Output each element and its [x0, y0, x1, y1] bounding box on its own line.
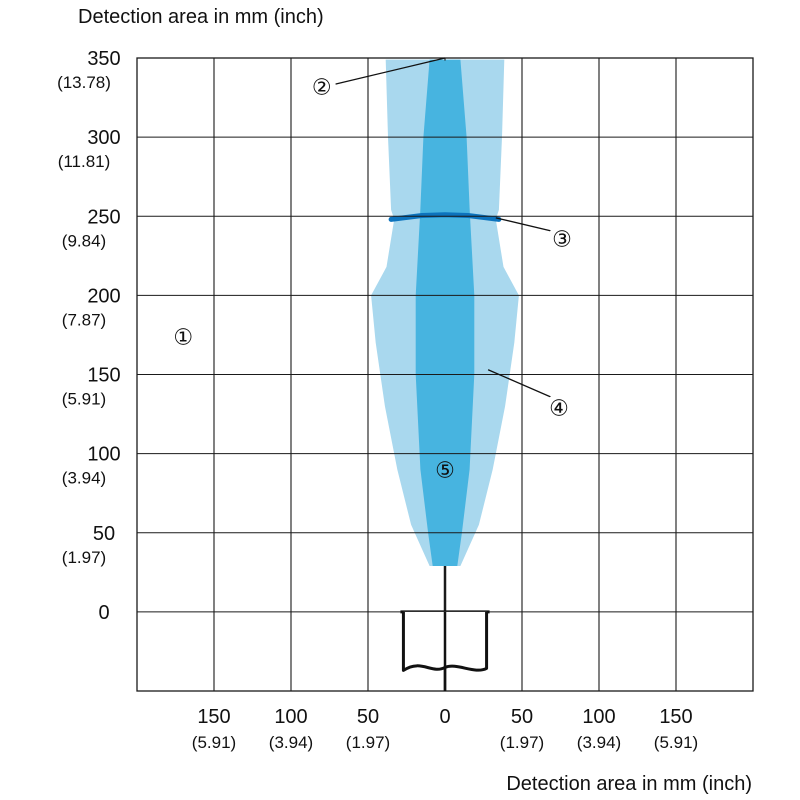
y-tick-inch-label: (13.78) — [57, 73, 111, 92]
y-tick-label: 0 — [98, 602, 109, 624]
y-tick-inch-label: (11.81) — [58, 152, 111, 171]
callout-backdrop — [307, 72, 336, 101]
x-tick-label: 150 — [659, 706, 692, 728]
y-tick-inch-label: (3.94) — [62, 469, 106, 488]
grid — [136, 57, 754, 692]
x-tick-label: 100 — [582, 706, 615, 728]
x-tick-inch-label: (5.91) — [192, 733, 236, 752]
x-tick-label: 50 — [511, 706, 533, 728]
y-tick-label: 50 — [93, 523, 115, 545]
detection-zones — [371, 59, 519, 566]
y-tick-label: 250 — [87, 206, 120, 228]
sensor-body — [400, 610, 490, 691]
y-tick-inch-label: (1.97) — [62, 548, 106, 567]
y-tick-label: 300 — [87, 127, 120, 149]
callout-number: ④ — [549, 397, 569, 422]
x-tick-inch-label: (1.97) — [346, 733, 390, 752]
callout-backdrop — [548, 224, 577, 253]
callout-leader-line — [333, 57, 446, 86]
y-axis-title: Detection area in mm (inch) — [78, 6, 324, 28]
x-tick-inch-label: (3.94) — [577, 733, 621, 752]
y-tick-inch-label: (7.87) — [62, 310, 106, 329]
x-tick-label: 0 — [439, 706, 450, 728]
callout-number: ② — [312, 75, 332, 100]
y-tick-labels: 350 (13.78) 300 (11.81) 250 (9.84) 200 (7.87) 15… — [57, 48, 121, 624]
x-axis-title: Detection area in mm (inch) — [506, 773, 752, 795]
callout-backdrop — [544, 393, 573, 422]
y-tick-label: 350 — [87, 48, 120, 70]
x-tick-inch-label: (3.94) — [269, 733, 313, 752]
inner-zone-area — [415, 59, 475, 566]
x-tick-inch-label: (1.97) — [500, 733, 544, 752]
x-tick-label: 100 — [274, 706, 307, 728]
y-tick-inch-label: (9.84) — [62, 231, 106, 250]
callout-number: ⑤ — [435, 458, 455, 483]
x-tick-inch-label: (5.91) — [654, 733, 698, 752]
x-tick-label: 150 — [197, 706, 230, 728]
callout-number: ③ — [552, 227, 572, 252]
y-tick-label: 150 — [87, 365, 120, 387]
y-tick-label: 200 — [87, 285, 120, 307]
y-tick-label: 100 — [87, 444, 120, 466]
callouts: ① ② ③ ④ ⑤ — [173, 57, 577, 483]
callout-number: ① — [173, 326, 193, 351]
x-tick-label: 50 — [357, 706, 379, 728]
y-tick-inch-label: (5.91) — [62, 390, 106, 409]
x-tick-labels: 150 (5.91) 100 (3.94) 50 (1.97) 0 50 (1.97) 100 (3… — [192, 706, 698, 752]
